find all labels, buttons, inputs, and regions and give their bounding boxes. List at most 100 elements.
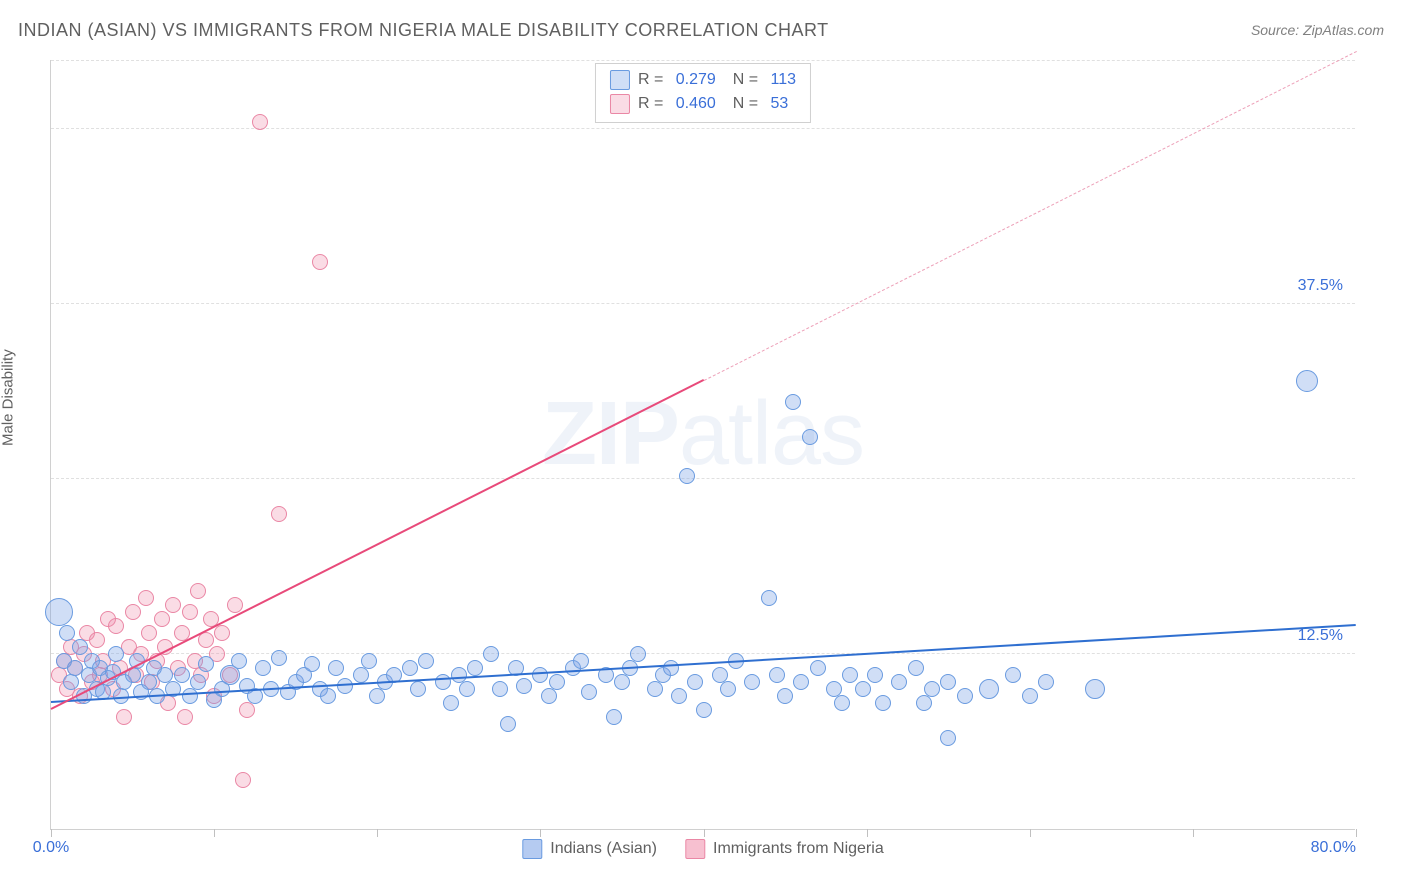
scatter-point [940,674,956,690]
legend-swatch-pink [685,839,705,859]
trend-line [51,379,704,710]
scatter-point [138,590,154,606]
scatter-point [769,667,785,683]
gridline [51,303,1355,304]
scatter-point [410,681,426,697]
scatter-point [227,597,243,613]
scatter-point [516,678,532,694]
scatter-point [182,604,198,620]
scatter-point [125,604,141,620]
scatter-point [614,674,630,690]
x-tick [1030,829,1031,837]
scatter-point [908,660,924,676]
y-axis-label: Male Disability [0,349,17,446]
x-tick-label: 80.0% [1311,839,1356,857]
scatter-point [744,674,760,690]
scatter-point [679,468,695,484]
scatter-point [1005,667,1021,683]
scatter-point [304,656,320,672]
chart-source: Source: ZipAtlas.com [1251,22,1384,38]
scatter-point [761,590,777,606]
legend-label-blue: Indians (Asian) [550,840,657,858]
scatter-point [671,688,687,704]
scatter-point [239,702,255,718]
scatter-point [369,688,385,704]
x-tick [867,829,868,837]
scatter-point [63,674,79,690]
scatter-point [855,681,871,697]
scatter-point [916,695,932,711]
scatter-point [979,679,999,699]
scatter-point [1296,370,1318,392]
x-tick [704,829,705,837]
legend-label-pink: Immigrants from Nigeria [713,840,884,858]
scatter-point [361,653,377,669]
scatter-point [1038,674,1054,690]
stats-row-blue: R = 0.279 N = 113 [610,68,796,92]
scatter-point [231,653,247,669]
scatter-point [802,429,818,445]
scatter-point [647,681,663,697]
scatter-point [190,583,206,599]
stats-legend: R = 0.279 N = 113 R = 0.460 N = 53 [595,63,811,123]
plot-area: ZIPatlas R = 0.279 N = 113 R = 0.460 N =… [50,60,1355,830]
x-tick [214,829,215,837]
scatter-point [108,618,124,634]
scatter-point [1085,679,1105,699]
scatter-point [190,674,206,690]
x-tick [51,829,52,837]
gridline [51,128,1355,129]
scatter-point [198,656,214,672]
scatter-point [940,730,956,746]
gridline [51,60,1355,61]
scatter-point [402,660,418,676]
scatter-point [418,653,434,669]
scatter-point [696,702,712,718]
scatter-point [924,681,940,697]
scatter-point [834,695,850,711]
scatter-point [177,709,193,725]
scatter-point [252,114,268,130]
scatter-point [353,667,369,683]
scatter-point [630,646,646,662]
chart-title: INDIAN (ASIAN) VS IMMIGRANTS FROM NIGERI… [18,20,829,41]
scatter-point [89,632,105,648]
scatter-point [842,667,858,683]
x-tick [377,829,378,837]
scatter-point [500,716,516,732]
scatter-point [467,660,483,676]
scatter-point [483,646,499,662]
scatter-point [891,674,907,690]
swatch-blue [610,70,630,90]
gridline [51,653,1355,654]
scatter-point [337,678,353,694]
scatter-point [606,709,622,725]
scatter-point [549,674,565,690]
scatter-point [492,681,508,697]
trend-line [51,624,1356,703]
scatter-point [312,254,328,270]
scatter-point [785,394,801,410]
scatter-point [182,688,198,704]
scatter-point [235,772,251,788]
scatter-point [777,688,793,704]
scatter-point [108,646,124,662]
scatter-point [116,709,132,725]
scatter-point [320,688,336,704]
y-tick-label: 37.5% [1298,277,1343,295]
scatter-point [957,688,973,704]
series-legend: Indians (Asian) Immigrants from Nigeria [522,839,883,859]
scatter-point [141,625,157,641]
scatter-point [875,695,891,711]
scatter-point [165,597,181,613]
scatter-point [810,660,826,676]
x-tick [540,829,541,837]
scatter-point [45,598,73,626]
scatter-point [532,667,548,683]
scatter-point [663,660,679,676]
stats-row-pink: R = 0.460 N = 53 [610,92,796,116]
scatter-point [435,674,451,690]
correlation-chart: INDIAN (ASIAN) VS IMMIGRANTS FROM NIGERI… [0,0,1406,892]
x-tick [1193,829,1194,837]
scatter-point [271,506,287,522]
